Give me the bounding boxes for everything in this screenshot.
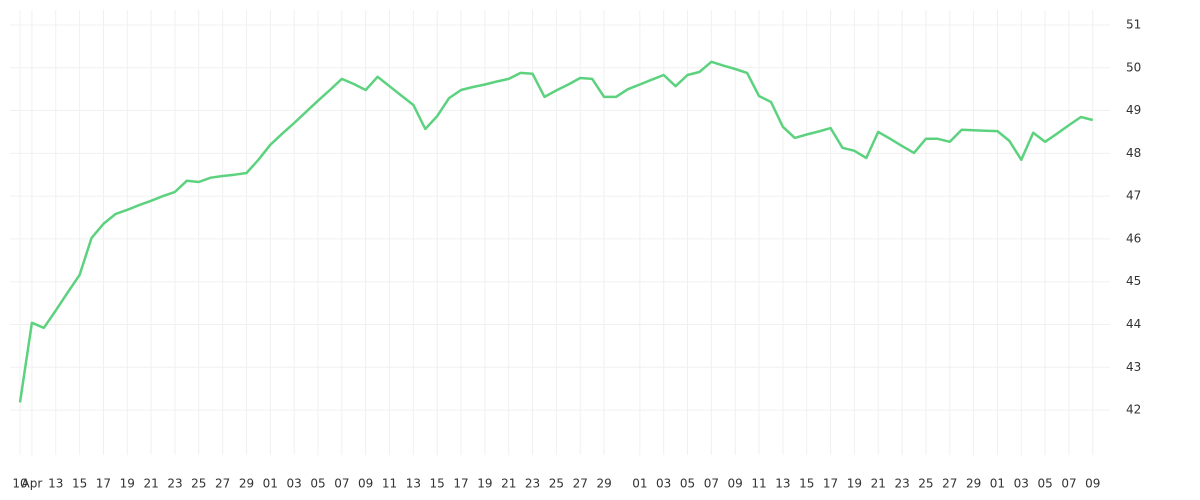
- y-tick-label: 42: [1126, 403, 1141, 417]
- x-tick-label: 21: [871, 477, 886, 491]
- x-tick-label: 11: [751, 477, 766, 491]
- x-tick-label: 23: [525, 477, 540, 491]
- x-tick-label: 27: [215, 477, 230, 491]
- x-tick-label: 09: [1085, 477, 1100, 491]
- x-tick-label: 25: [191, 477, 206, 491]
- x-tick-label: 29: [596, 477, 611, 491]
- x-tick-label: 15: [72, 477, 87, 491]
- y-tick-label: 47: [1126, 189, 1141, 203]
- x-tick-label: 13: [406, 477, 421, 491]
- x-tick-label: Apr: [22, 477, 43, 491]
- y-tick-label: 45: [1126, 274, 1141, 288]
- x-tick-label: 17: [453, 477, 468, 491]
- x-tick-label: 03: [656, 477, 671, 491]
- x-tick-label: 07: [704, 477, 719, 491]
- x-tick-label: 09: [728, 477, 743, 491]
- y-tick-label: 43: [1126, 360, 1141, 374]
- x-tick-label: 05: [1037, 477, 1052, 491]
- x-tick-label: 17: [823, 477, 838, 491]
- x-tick-label: 25: [918, 477, 933, 491]
- x-tick-label: 19: [120, 477, 135, 491]
- x-tick-label: 07: [334, 477, 349, 491]
- y-tick-label: 46: [1126, 231, 1141, 245]
- x-tick-label: 25: [549, 477, 564, 491]
- y-tick-label: 48: [1126, 146, 1141, 160]
- x-tick-label: 29: [239, 477, 254, 491]
- x-tick-label: 03: [1014, 477, 1029, 491]
- x-tick-label: 21: [501, 477, 516, 491]
- x-tick-label: 13: [775, 477, 790, 491]
- x-tick-label: 09: [358, 477, 373, 491]
- x-tick-label: 07: [1061, 477, 1076, 491]
- x-tick-label: 23: [167, 477, 182, 491]
- x-tick-label: 29: [966, 477, 981, 491]
- x-tick-label: 01: [632, 477, 647, 491]
- x-tick-label: 19: [847, 477, 862, 491]
- x-tick-label: 11: [382, 477, 397, 491]
- x-tick-label: 13: [48, 477, 63, 491]
- x-tick-label: 19: [477, 477, 492, 491]
- x-tick-label: 03: [287, 477, 302, 491]
- x-tick-label: 05: [680, 477, 695, 491]
- x-tick-label: 27: [573, 477, 588, 491]
- y-tick-label: 51: [1126, 17, 1141, 31]
- x-tick-label: 10: [12, 477, 27, 491]
- x-tick-label: 23: [894, 477, 909, 491]
- y-tick-label: 50: [1126, 60, 1141, 74]
- x-tick-label: 05: [310, 477, 325, 491]
- x-tick-label: 17: [96, 477, 111, 491]
- x-tick-label: 27: [942, 477, 957, 491]
- y-tick-label: 49: [1126, 103, 1141, 117]
- x-tick-label: 01: [263, 477, 278, 491]
- x-tick-label: 21: [143, 477, 158, 491]
- x-tick-label: 15: [430, 477, 445, 491]
- price-line: [18, 60, 1094, 403]
- x-tick-label: 15: [799, 477, 814, 491]
- y-tick-label: 44: [1126, 317, 1141, 331]
- x-tick-label: 01: [990, 477, 1005, 491]
